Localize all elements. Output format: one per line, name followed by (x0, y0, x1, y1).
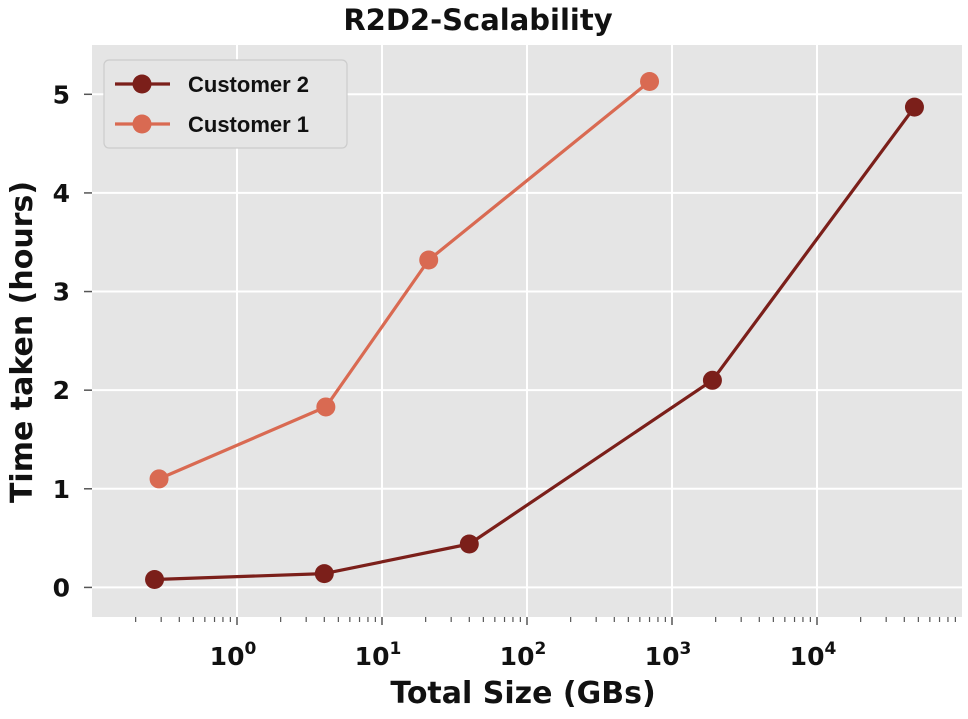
x-tick-exponent: 3 (679, 639, 691, 659)
x-tick-labels: 100 101 102 103 104 (210, 639, 837, 671)
x-tick-base: 10 (355, 642, 390, 671)
series-1-point-1 (316, 397, 336, 417)
x-tick-exponent: 2 (534, 639, 546, 659)
legend-box (103, 59, 348, 149)
x-tick-base: 10 (790, 642, 825, 671)
x-axis-label: Total Size (GBs) (390, 676, 655, 711)
legend-marker-0 (132, 74, 152, 94)
y-axis-label: Time taken (hours) (5, 181, 40, 503)
legend-marker-1 (132, 114, 152, 134)
x-tick-label-1: 101 (355, 639, 402, 671)
series-0-point-0 (145, 570, 165, 590)
x-tick-label-0: 100 (210, 639, 257, 671)
series-layer (145, 71, 924, 590)
legend-label-0: Customer 2 (188, 72, 309, 97)
series-0-point-2 (459, 534, 479, 554)
series-0-point-1 (314, 564, 334, 584)
series-0-point-4 (904, 97, 924, 117)
x-tick-exponent: 4 (824, 639, 836, 659)
x-tick-base: 10 (645, 642, 680, 671)
x-tick-exponent: 1 (389, 639, 401, 659)
y-tick-label-5: 5 (53, 80, 70, 109)
y-tick-labels: 0 1 2 3 4 5 (53, 80, 70, 602)
legend: Customer 2 Customer 1 (103, 59, 348, 149)
x-tick-label-3: 103 (645, 639, 692, 671)
series-0-point-3 (702, 370, 722, 390)
y-tick-label-4: 4 (53, 179, 70, 208)
x-tick-base: 10 (210, 642, 245, 671)
y-tick-label-1: 1 (53, 475, 70, 504)
legend-label-1: Customer 1 (188, 112, 309, 137)
minor-ticks (84, 93, 956, 625)
y-tick-label-0: 0 (53, 573, 70, 602)
series-1-point-0 (149, 469, 169, 489)
x-tick-label-4: 104 (790, 639, 837, 671)
y-tick-label-2: 2 (53, 376, 70, 405)
x-tick-exponent: 0 (244, 639, 256, 659)
chart-title: R2D2-Scalability (343, 3, 612, 37)
x-tick-base: 10 (500, 642, 535, 671)
series-1-point-3 (640, 71, 660, 91)
grid-layer (92, 45, 962, 617)
y-tick-label-3: 3 (53, 278, 70, 307)
series-line-1 (158, 80, 651, 481)
x-tick-label-2: 102 (500, 639, 547, 671)
series-1-point-2 (419, 250, 439, 270)
